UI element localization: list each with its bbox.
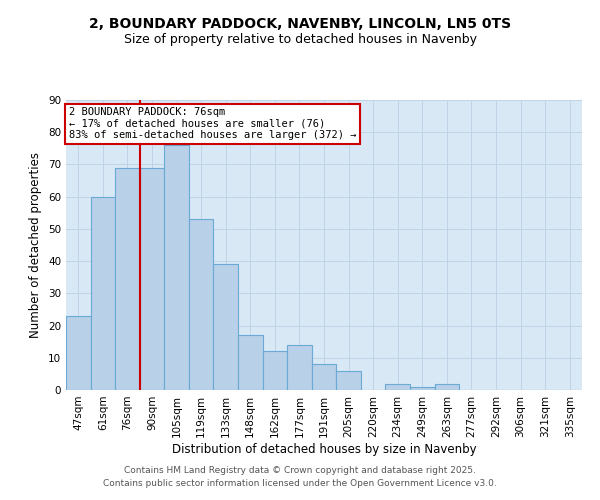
Bar [238,335,263,390]
Bar [214,264,238,390]
Bar [140,168,164,390]
Bar [115,168,140,390]
Bar [189,219,214,390]
Bar [336,370,361,390]
Bar [66,316,91,390]
Text: 2 BOUNDARY PADDOCK: 76sqm
← 17% of detached houses are smaller (76)
83% of semi-: 2 BOUNDARY PADDOCK: 76sqm ← 17% of detac… [68,108,356,140]
Text: Size of property relative to detached houses in Navenby: Size of property relative to detached ho… [124,32,476,46]
Bar [263,352,287,390]
Y-axis label: Number of detached properties: Number of detached properties [29,152,43,338]
Bar [385,384,410,390]
Bar [287,345,312,390]
Text: 2, BOUNDARY PADDOCK, NAVENBY, LINCOLN, LN5 0TS: 2, BOUNDARY PADDOCK, NAVENBY, LINCOLN, L… [89,18,511,32]
Text: Contains HM Land Registry data © Crown copyright and database right 2025.
Contai: Contains HM Land Registry data © Crown c… [103,466,497,487]
Bar [434,384,459,390]
X-axis label: Distribution of detached houses by size in Navenby: Distribution of detached houses by size … [172,442,476,456]
Bar [312,364,336,390]
Bar [164,145,189,390]
Bar [91,196,115,390]
Bar [410,387,434,390]
